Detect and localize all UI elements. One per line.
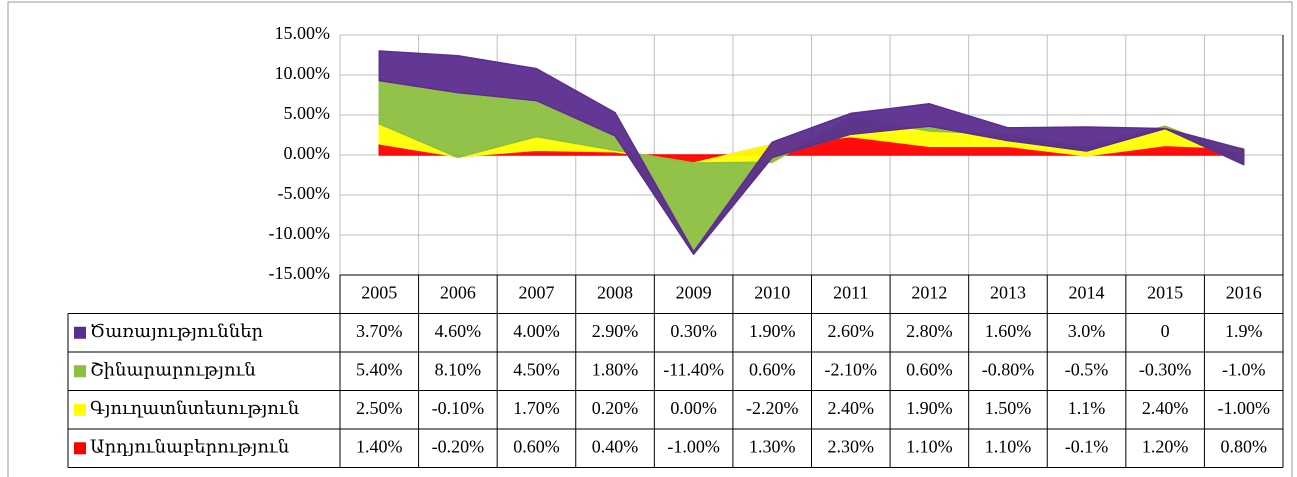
table-value: -11.40% <box>663 359 724 379</box>
legend-swatch <box>74 365 86 378</box>
table-value: 2.50% <box>356 398 403 418</box>
x-tick-label: 2016 <box>1226 282 1262 302</box>
table-value: -0.10% <box>432 398 485 418</box>
table-value: -0.5% <box>1065 359 1109 379</box>
table-value: 0 <box>1161 321 1170 341</box>
table-value: -1.0% <box>1222 359 1266 379</box>
table-value: 1.1% <box>1068 398 1106 418</box>
table-value: 4.00% <box>513 321 560 341</box>
table-value: 5.40% <box>356 359 403 379</box>
table-value: 2.40% <box>1142 398 1189 418</box>
table-value: 0.40% <box>592 436 639 456</box>
table-value: 1.10% <box>985 436 1032 456</box>
table-value: 0.80% <box>1220 436 1267 456</box>
table-value: 0.00% <box>670 398 717 418</box>
area <box>378 50 1245 255</box>
y-tick-label: -5.00% <box>278 183 331 203</box>
table-value: 0.20% <box>592 398 639 418</box>
table-value: 4.60% <box>435 321 482 341</box>
legend-label: Շինարարություն <box>90 359 256 379</box>
legend-swatch <box>74 326 86 339</box>
table-value: 1.9% <box>1225 321 1263 341</box>
x-tick-label: 2010 <box>754 282 790 302</box>
y-tick-label: 5.00% <box>284 103 331 123</box>
table-value: 8.10% <box>435 359 482 379</box>
table-value: 3.0% <box>1068 321 1106 341</box>
table-value: 4.50% <box>513 359 560 379</box>
table-value: -0.80% <box>982 359 1035 379</box>
table-value: 0.60% <box>749 359 796 379</box>
y-tick-label: -15.00% <box>269 263 331 283</box>
table-value: 1.40% <box>356 436 403 456</box>
legend-label: Գյուղատնտեսություն <box>90 398 299 418</box>
y-tick-label: 15.00% <box>275 23 331 43</box>
y-tick-label: 0.00% <box>284 143 331 163</box>
table-value: 2.30% <box>828 436 875 456</box>
table-value: 1.30% <box>749 436 796 456</box>
table-value: -2.10% <box>825 359 878 379</box>
table-value: 1.70% <box>513 398 560 418</box>
x-tick-label: 2009 <box>676 282 712 302</box>
x-tick-label: 2013 <box>990 282 1026 302</box>
table-value: -0.1% <box>1065 436 1109 456</box>
table-value: 2.90% <box>592 321 639 341</box>
table-value: 1.10% <box>906 436 953 456</box>
table-value: 1.90% <box>906 398 953 418</box>
table-value: 2.40% <box>828 398 875 418</box>
legend-swatch <box>74 442 86 455</box>
x-tick-label: 2012 <box>911 282 947 302</box>
x-tick-label: 2005 <box>361 282 397 302</box>
x-tick-label: 2006 <box>440 282 476 302</box>
table-value: 1.50% <box>985 398 1032 418</box>
table-value: -2.20% <box>746 398 799 418</box>
table-value: -1.00% <box>1217 398 1270 418</box>
legend-swatch <box>74 403 86 416</box>
table-value: 2.60% <box>828 321 875 341</box>
legend-label: Ծառայություններ <box>90 321 263 341</box>
table-value: 0.60% <box>513 436 560 456</box>
table-value: -0.20% <box>432 436 485 456</box>
x-tick-label: 2007 <box>518 282 554 302</box>
legend-label: Արդյունաբերություն <box>90 436 289 456</box>
x-tick-label: 2008 <box>597 282 633 302</box>
table-value: 0.30% <box>670 321 717 341</box>
table-value: 1.20% <box>1142 436 1189 456</box>
table-value: -1.00% <box>667 436 720 456</box>
table-value: 1.90% <box>749 321 796 341</box>
y-tick-label: -10.00% <box>269 223 331 243</box>
x-tick-label: 2011 <box>833 282 868 302</box>
y-tick-label: 10.00% <box>275 63 331 83</box>
table-value: 0.60% <box>906 359 953 379</box>
x-tick-label: 2014 <box>1069 282 1105 302</box>
table-value: -0.30% <box>1139 359 1192 379</box>
x-tick-label: 2015 <box>1147 282 1183 302</box>
table-value: 3.70% <box>356 321 403 341</box>
chart-frame <box>7 1 1293 477</box>
table-value: 1.80% <box>592 359 639 379</box>
table-value: 2.80% <box>906 321 953 341</box>
table-value: 1.60% <box>985 321 1032 341</box>
